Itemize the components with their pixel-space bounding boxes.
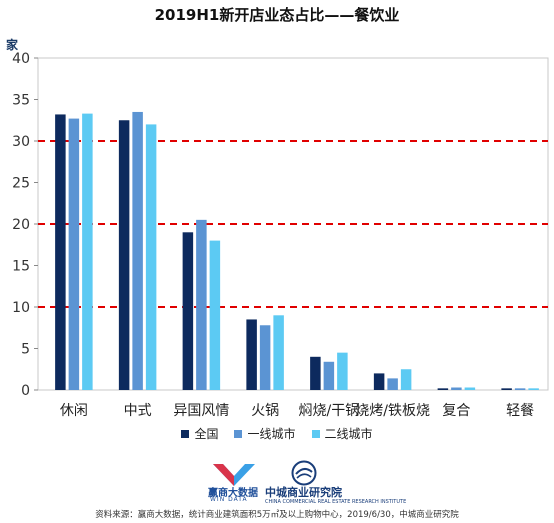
bar-0-5 bbox=[373, 373, 385, 390]
zhongcheng-logo-icon bbox=[291, 460, 317, 486]
x-tick-label: 轻餐 bbox=[506, 403, 534, 419]
bar-1-6 bbox=[451, 387, 462, 390]
y-tick-label: 10 bbox=[12, 300, 30, 316]
source-note: 资料来源：赢商大数据，统计商业建筑面积5万㎡及以上购物中心，2019/6/30，… bbox=[95, 510, 459, 520]
legend-label-tier1: 一线城市 bbox=[247, 427, 296, 441]
zhongcheng-logo-name: 中城商业研究院 bbox=[265, 486, 342, 499]
bar-0-4 bbox=[310, 356, 321, 390]
legend-item-tier2: 二线城市 bbox=[311, 425, 373, 442]
y-tick-label: 0 bbox=[21, 383, 30, 399]
legend-swatch-tier1 bbox=[234, 429, 243, 438]
y-tick-label: 5 bbox=[21, 342, 30, 358]
bar-0-2 bbox=[182, 232, 194, 390]
bar-2-7 bbox=[528, 388, 539, 390]
x-tick-label: 中式 bbox=[124, 403, 152, 419]
x-tick-label: 异国风情 bbox=[173, 403, 229, 419]
bar-0-1 bbox=[118, 120, 130, 390]
legend-item-national: 全国 bbox=[181, 425, 218, 442]
legend: 全国 一线城市 二线城市 bbox=[0, 425, 554, 442]
bar-0-3 bbox=[246, 319, 257, 390]
bar-1-0 bbox=[68, 118, 80, 390]
bar-2-6 bbox=[464, 387, 476, 390]
bar-2-5 bbox=[400, 369, 412, 390]
legend-swatch-tier2 bbox=[311, 429, 320, 438]
bar-2-3 bbox=[273, 315, 284, 390]
x-tick-label: 烧烤/铁板烧 bbox=[355, 403, 430, 419]
bar-0-0 bbox=[55, 114, 66, 390]
x-tick-label: 焖烧/干锅 bbox=[299, 403, 360, 419]
y-axis-unit-label: 家 bbox=[6, 38, 19, 52]
bar-0-6 bbox=[437, 388, 449, 390]
logo-area: 赢商大数据 WIN DATA 中城商业研究院 CHINA COMMERCIAL … bbox=[0, 458, 554, 508]
y-tick-label: 40 bbox=[12, 51, 30, 67]
bar-0-7 bbox=[501, 388, 512, 390]
win-data-logo-icon bbox=[213, 464, 255, 486]
bar-1-5 bbox=[387, 378, 398, 390]
legend-swatch-national bbox=[181, 429, 190, 438]
bar-2-2 bbox=[209, 240, 221, 390]
bar-1-1 bbox=[132, 111, 143, 390]
bar-1-3 bbox=[259, 325, 271, 390]
bar-1-4 bbox=[323, 361, 335, 390]
bar-1-2 bbox=[196, 219, 207, 390]
x-tick-label: 火锅 bbox=[251, 403, 279, 419]
bar-1-7 bbox=[514, 388, 526, 390]
bar-2-1 bbox=[145, 124, 157, 391]
legend-label-tier2: 二线城市 bbox=[324, 427, 373, 441]
zhongcheng-logo-subtitle: CHINA COMMERCIAL REAL ESTATE RESEARCH IN… bbox=[265, 499, 407, 505]
y-tick-label: 35 bbox=[12, 93, 30, 109]
bar-2-0 bbox=[82, 113, 93, 391]
chart-title: 2019H1新开店业态占比——餐饮业 bbox=[154, 6, 400, 24]
y-tick-label: 25 bbox=[12, 176, 30, 192]
y-tick-label: 20 bbox=[12, 217, 30, 233]
x-tick-label: 休闲 bbox=[60, 403, 88, 419]
win-data-logo-name: 赢商大数据 bbox=[208, 488, 258, 499]
bar-2-4 bbox=[337, 352, 348, 390]
y-tick-label: 30 bbox=[12, 134, 30, 150]
legend-item-tier1: 一线城市 bbox=[234, 425, 296, 442]
y-tick-label: 15 bbox=[12, 259, 30, 275]
win-data-logo-subtitle: WIN DATA bbox=[210, 496, 248, 503]
x-tick-label: 复合 bbox=[442, 402, 470, 419]
legend-label-national: 全国 bbox=[194, 427, 219, 441]
